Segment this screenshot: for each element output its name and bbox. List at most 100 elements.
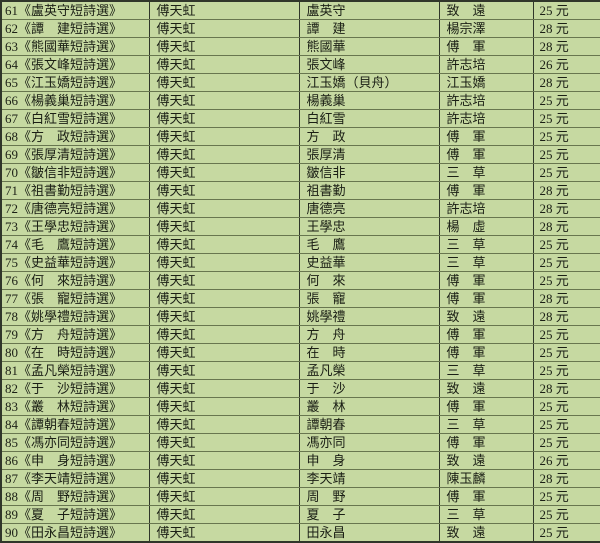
cell-price: 25 元 — [532, 432, 600, 452]
cell-number-title: 86《申 身短詩選》 — [0, 450, 150, 470]
cell-number-title: 63《熊國華短詩選》 — [0, 37, 150, 57]
cell-price: 25 元 — [532, 396, 600, 416]
cell-price: 28 元 — [532, 37, 600, 57]
table-row: 81《孟凡榮短詩選》 傅天虹 孟凡榮 三 草 25 元 — [0, 360, 600, 380]
cell-author: 李天靖 — [298, 468, 440, 488]
cell-price: 25 元 — [532, 234, 600, 254]
cell-editor: 傅天虹 — [148, 55, 300, 75]
cell-translator: 傅 軍 — [438, 486, 534, 506]
cell-author: 唐德亮 — [298, 198, 440, 218]
cell-number-title: 80《在 時短詩選》 — [0, 342, 150, 362]
cell-price: 25 元 — [532, 504, 600, 524]
cell-author: 方 政 — [298, 127, 440, 147]
cell-price: 25 元 — [532, 91, 600, 111]
cell-number-title: 73《王學忠短詩選》 — [0, 216, 150, 236]
cell-author: 楊義巢 — [298, 91, 440, 111]
cell-number-title: 71《祖書勤短詩選》 — [0, 180, 150, 200]
cell-author: 盧英守 — [298, 0, 440, 21]
cell-translator: 傅 軍 — [438, 145, 534, 164]
table-row: 76《何 來短詩選》 傅天虹 何 來 傅 軍 25 元 — [0, 270, 600, 290]
cell-author: 張文峰 — [298, 55, 440, 75]
cell-author: 江玉嬌（貝舟） — [298, 73, 440, 93]
cell-number-title: 66《楊義巢短詩選》 — [0, 91, 150, 111]
cell-editor: 傅天虹 — [148, 468, 300, 488]
cell-number-title: 84《譚朝春短詩選》 — [0, 414, 150, 434]
table-row: 71《祖書勤短詩選》 傅天虹 祖書勤 傅 軍 28 元 — [0, 180, 600, 200]
cell-number-title: 82《于 沙短詩選》 — [0, 378, 150, 398]
cell-price: 25 元 — [532, 324, 600, 344]
cell-translator: 傅 軍 — [438, 180, 534, 200]
table-row: 83《叢 林短詩選》 傅天虹 叢 林 傅 軍 25 元 — [0, 396, 600, 416]
cell-price: 25 元 — [532, 486, 600, 506]
cell-price: 25 元 — [532, 163, 600, 182]
cell-translator: 許志培 — [438, 91, 534, 111]
cell-author: 白紅雪 — [298, 109, 440, 129]
cell-author: 王學忠 — [298, 216, 440, 236]
table-row: 64《張文峰短詩選》 傅天虹 張文峰 許志培 26 元 — [0, 55, 600, 75]
cell-editor: 傅天虹 — [148, 216, 300, 236]
cell-translator: 三 草 — [438, 234, 534, 254]
cell-editor: 傅天虹 — [148, 378, 300, 398]
cell-author: 皺信非 — [298, 163, 440, 182]
cell-number-title: 76《何 來短詩選》 — [0, 270, 150, 290]
cell-number-title: 72《唐德亮短詩選》 — [0, 198, 150, 218]
cell-price: 25 元 — [532, 252, 600, 272]
cell-author: 周 野 — [298, 486, 440, 506]
cell-price: 25 元 — [532, 109, 600, 129]
cell-author: 夏 子 — [298, 504, 440, 524]
cell-editor: 傅天虹 — [148, 288, 300, 308]
table-row: 68《方 政短詩選》 傅天虹 方 政 傅 軍 25 元 — [0, 127, 600, 147]
cell-translator: 江玉嬌 — [438, 73, 534, 93]
table-row: 70《皺信非短詩選》 傅天虹 皺信非 三 草 25 元 — [0, 163, 600, 182]
cell-editor: 傅天虹 — [148, 504, 300, 524]
cell-price: 25 元 — [532, 342, 600, 362]
cell-translator: 致 遠 — [438, 450, 534, 470]
cell-number-title: 81《孟凡榮短詩選》 — [0, 360, 150, 380]
table-row: 84《譚朝春短詩選》 傅天虹 譚朝春 三 草 25 元 — [0, 414, 600, 434]
cell-author: 于 沙 — [298, 378, 440, 398]
cell-number-title: 65《江玉嬌短詩選》 — [0, 73, 150, 93]
cell-editor: 傅天虹 — [148, 270, 300, 290]
cell-translator: 致 遠 — [438, 306, 534, 326]
cell-author: 申 身 — [298, 450, 440, 470]
cell-editor: 傅天虹 — [148, 414, 300, 434]
cell-author: 方 舟 — [298, 324, 440, 344]
cell-translator: 傅 軍 — [438, 127, 534, 147]
cell-translator: 楊 虛 — [438, 216, 534, 236]
cell-author: 田永昌 — [298, 522, 440, 543]
cell-translator: 許志培 — [438, 109, 534, 129]
cell-author: 馮亦同 — [298, 432, 440, 452]
cell-editor: 傅天虹 — [148, 342, 300, 362]
cell-editor: 傅天虹 — [148, 450, 300, 470]
cell-price: 28 元 — [532, 378, 600, 398]
cell-number-title: 88《周 野短詩選》 — [0, 486, 150, 506]
table-row: 77《張 寵短詩選》 傅天虹 張 寵 傅 軍 28 元 — [0, 288, 600, 308]
cell-editor: 傅天虹 — [148, 109, 300, 129]
cell-author: 史益華 — [298, 252, 440, 272]
cell-editor: 傅天虹 — [148, 234, 300, 254]
cell-translator: 陳玉麟 — [438, 468, 534, 488]
cell-translator: 傅 軍 — [438, 288, 534, 308]
cell-translator: 許志培 — [438, 198, 534, 218]
cell-translator: 三 草 — [438, 414, 534, 434]
cell-number-title: 70《皺信非短詩選》 — [0, 163, 150, 182]
table-row: 62《譚 建短詩選》 傅天虹 譚 建 楊宗澤 28 元 — [0, 19, 600, 39]
cell-number-title: 87《李天靖短詩選》 — [0, 468, 150, 488]
cell-editor: 傅天虹 — [148, 0, 300, 21]
cell-price: 28 元 — [532, 216, 600, 236]
cell-editor: 傅天虹 — [148, 145, 300, 164]
table-row: 65《江玉嬌短詩選》 傅天虹 江玉嬌（貝舟） 江玉嬌 28 元 — [0, 73, 600, 93]
table-row: 73《王學忠短詩選》 傅天虹 王學忠 楊 虛 28 元 — [0, 216, 600, 236]
cell-author: 何 來 — [298, 270, 440, 290]
cell-number-title: 90《田永昌短詩選》 — [0, 522, 150, 543]
cell-translator: 三 草 — [438, 504, 534, 524]
cell-number-title: 77《張 寵短詩選》 — [0, 288, 150, 308]
cell-price: 25 元 — [532, 414, 600, 434]
cell-number-title: 61《盧英守短詩選》 — [0, 0, 150, 21]
cell-number-title: 69《張厚清短詩選》 — [0, 145, 150, 164]
cell-translator: 致 遠 — [438, 0, 534, 21]
cell-author: 孟凡榮 — [298, 360, 440, 380]
cell-editor: 傅天虹 — [148, 91, 300, 111]
cell-price: 28 元 — [532, 306, 600, 326]
